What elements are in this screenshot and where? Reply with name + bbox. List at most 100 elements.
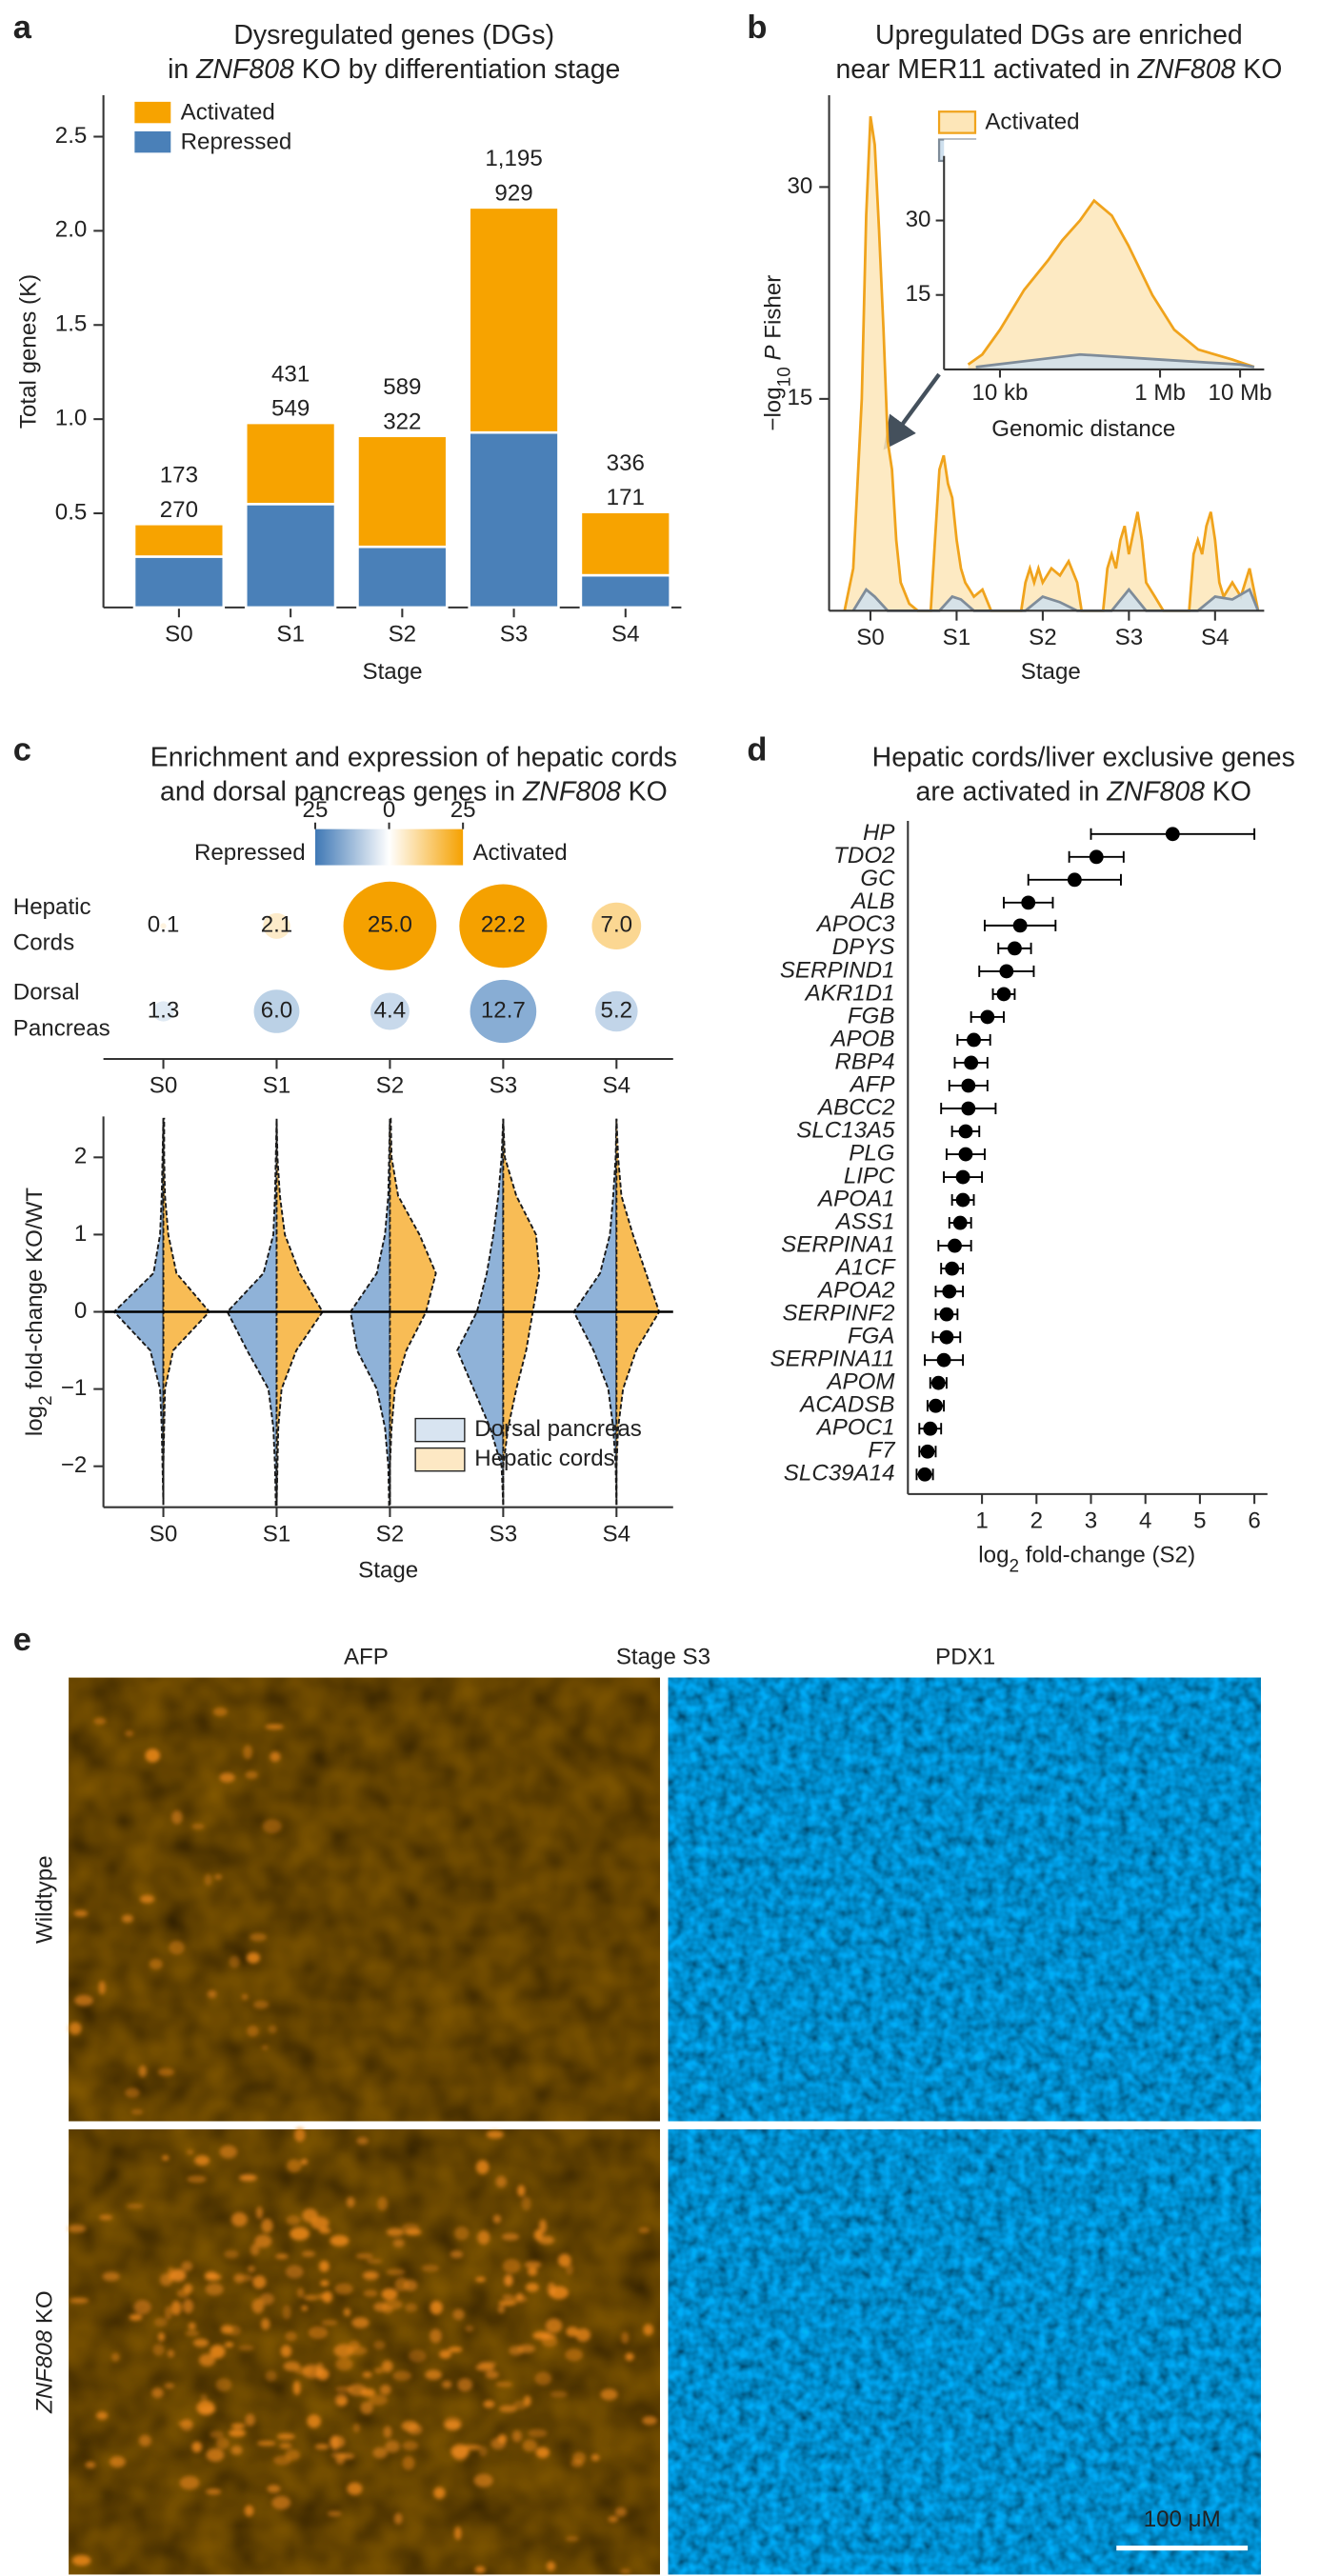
cell-spot xyxy=(362,2371,372,2378)
legend-swatch xyxy=(134,101,171,124)
cell-spot xyxy=(465,2325,474,2332)
cell-spot xyxy=(253,2000,270,2009)
cell-spot xyxy=(301,2305,309,2311)
x-tick-label: S0 xyxy=(150,1521,178,1547)
cell-spot xyxy=(224,2342,234,2347)
cell-spot xyxy=(271,2496,291,2510)
gene-label: LIPC xyxy=(844,1163,895,1188)
cell-spot xyxy=(535,2446,550,2459)
cell-spot xyxy=(590,2453,600,2462)
row-label: Hepatic xyxy=(13,894,91,920)
cell-spot xyxy=(329,2435,346,2448)
point xyxy=(955,1169,970,1185)
cell-spot xyxy=(372,2446,388,2459)
chart-title: Enrichment and expression of hepatic cor… xyxy=(150,742,677,772)
cell-spot xyxy=(330,2452,346,2458)
point xyxy=(952,1215,968,1230)
cell-spot xyxy=(566,2536,579,2542)
cell-spot xyxy=(570,2459,584,2468)
gene-label: APOB xyxy=(829,1026,894,1051)
cell-spot xyxy=(250,2244,260,2256)
cell-spot xyxy=(334,2283,353,2295)
cell-spot xyxy=(259,2292,274,2306)
cell-spot xyxy=(614,2506,627,2517)
cell-spot xyxy=(497,2305,506,2314)
text-segment: 2 xyxy=(1010,1556,1020,1576)
cell-spot xyxy=(483,2400,495,2408)
point xyxy=(945,1261,960,1276)
inset-x-tick-label: 10 Mb xyxy=(1209,380,1272,406)
bubble xyxy=(470,979,537,1044)
bar xyxy=(356,545,449,609)
panel-letter: d xyxy=(747,732,767,769)
x-tick-label: 1 xyxy=(975,1508,988,1534)
point xyxy=(958,1147,973,1162)
area-fill xyxy=(968,200,1254,369)
x-tick-label: S3 xyxy=(500,622,529,648)
y-tick-label: 0.5 xyxy=(55,499,88,525)
cell-spot xyxy=(547,2282,556,2297)
cell-spot xyxy=(290,2227,310,2241)
legend-swatch xyxy=(414,1417,466,1443)
cell-spot xyxy=(477,2230,490,2246)
cell-spot xyxy=(224,2249,239,2259)
cell-spot xyxy=(502,2258,521,2274)
text-segment: KO by differentiation stage xyxy=(294,54,621,85)
gene-label: SERPIND1 xyxy=(780,957,895,983)
cell-spot xyxy=(550,2390,568,2398)
cell-spot xyxy=(343,2307,351,2317)
bubble xyxy=(343,881,437,970)
cell-spot xyxy=(282,2305,291,2320)
cell-spot xyxy=(498,2300,517,2306)
cell-spot xyxy=(157,2332,166,2342)
cell-spot xyxy=(347,2482,363,2495)
point xyxy=(939,1329,954,1345)
cell-spot xyxy=(261,2045,269,2050)
legend-label: Activated xyxy=(985,110,1079,135)
cell-spot xyxy=(315,2363,325,2377)
area-fill xyxy=(975,354,1254,369)
cell-spot xyxy=(157,2067,174,2077)
cell-spot xyxy=(286,2215,301,2226)
cell-spot xyxy=(285,2265,304,2279)
cell-spot xyxy=(457,2378,473,2392)
cell-spot xyxy=(199,2353,216,2366)
point xyxy=(1165,827,1180,842)
bar xyxy=(356,434,449,549)
chart-title: Hepatic cords/liver exclusive genes xyxy=(872,742,1295,772)
bubble xyxy=(595,990,638,1032)
cell-spot xyxy=(377,2196,389,2211)
cell-spot xyxy=(292,2380,301,2395)
cell-spot xyxy=(164,2306,172,2320)
x-tick-label: S2 xyxy=(1029,625,1057,650)
cell-spot xyxy=(373,2340,386,2350)
cell-spot xyxy=(386,2227,405,2237)
x-tick-label: 4 xyxy=(1139,1508,1151,1534)
x-axis-label: log2 fold-change (S2) xyxy=(978,1543,1195,1576)
point xyxy=(996,987,1011,1002)
cell-spot xyxy=(502,2294,513,2300)
legend-label: Hepatic cords xyxy=(474,1446,614,1471)
cell-spot xyxy=(566,2326,579,2337)
cell-spot xyxy=(171,1810,183,1825)
cell-spot xyxy=(285,2449,301,2461)
cell-spot xyxy=(206,2448,225,2462)
cell-spot xyxy=(177,2420,193,2426)
x-tick-label: S2 xyxy=(376,1073,405,1099)
cell-spot xyxy=(509,2346,524,2356)
bubble xyxy=(459,884,548,968)
y-tick-label: 2.0 xyxy=(55,217,88,243)
point xyxy=(929,1398,943,1413)
text-segment: Dysregulated genes (DGs) xyxy=(233,19,554,50)
x-tick-label: S1 xyxy=(263,1521,291,1547)
cell-spot xyxy=(287,2159,302,2173)
gene-label: F7 xyxy=(868,1438,896,1464)
cell-spot xyxy=(474,2566,486,2573)
row-label: Wildtype xyxy=(32,1855,58,1944)
cell-spot xyxy=(521,2196,531,2211)
legend-swatch xyxy=(134,130,171,153)
cell-spot xyxy=(138,2065,148,2078)
cell-spot xyxy=(204,1873,212,1887)
bar xyxy=(579,573,671,609)
text-segment: 2 xyxy=(35,1395,55,1406)
